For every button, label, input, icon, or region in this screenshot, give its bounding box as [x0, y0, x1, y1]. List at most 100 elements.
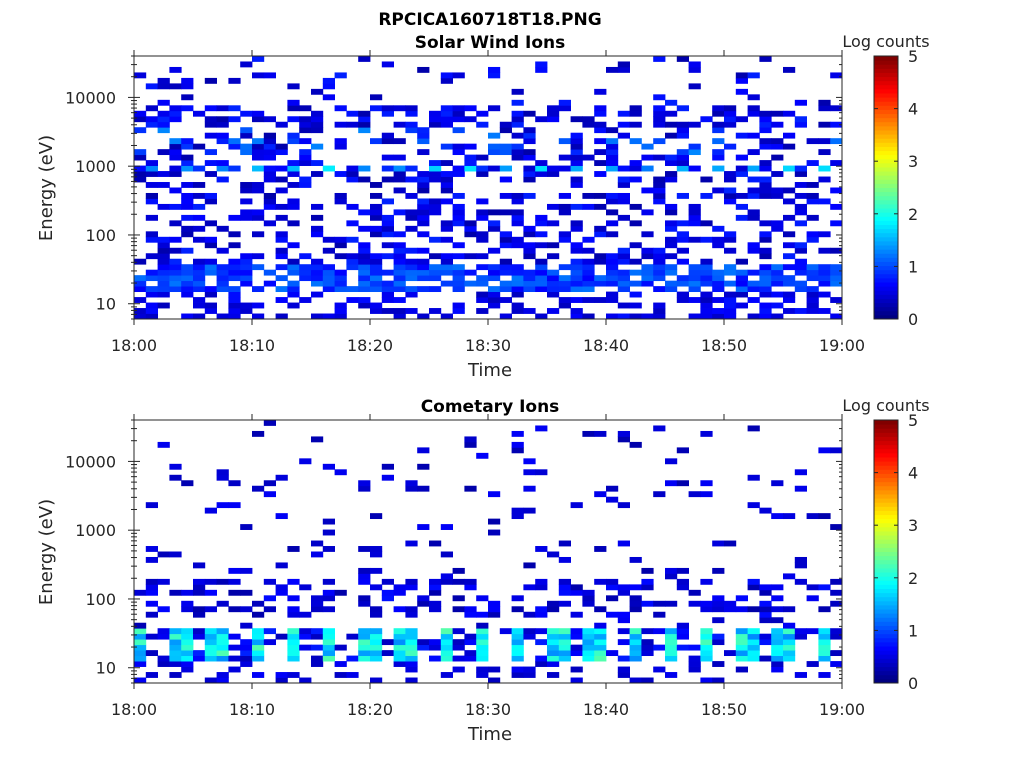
heatmap-cell: [700, 116, 713, 123]
colorbar-segment: [874, 506, 898, 511]
heatmap-cell: [405, 225, 418, 232]
heatmap-cell: [381, 105, 394, 112]
heatmap-cell: [181, 94, 194, 101]
heatmap-cell: [582, 269, 595, 276]
heatmap-cell: [334, 253, 347, 260]
heatmap-cell: [818, 149, 831, 156]
heatmap-cell: [358, 633, 371, 640]
colorbar-segment: [874, 678, 898, 684]
heatmap-cell: [157, 655, 170, 662]
heatmap-cell: [759, 639, 772, 646]
heatmap-cell: [665, 633, 678, 640]
heatmap-cell: [358, 546, 371, 552]
heatmap-cell: [358, 176, 371, 183]
heatmap-cell: [724, 540, 737, 547]
heatmap-cell: [417, 264, 430, 271]
heatmap-cell: [157, 633, 170, 640]
heatmap-cell: [252, 214, 265, 221]
heatmap-cell: [334, 469, 347, 476]
heatmap-cell: [181, 165, 194, 172]
heatmap-cell: [287, 286, 300, 293]
heatmap-cell: [523, 672, 536, 678]
heatmap-cell: [523, 280, 536, 287]
heatmap-cell: [169, 650, 182, 657]
heatmap-cell: [771, 617, 784, 624]
heatmap-cell: [181, 198, 194, 205]
heatmap-cell: [181, 628, 194, 635]
heatmap-cell: [287, 595, 300, 602]
heatmap-cell: [771, 655, 784, 662]
heatmap-cell: [594, 138, 607, 145]
heatmap-cell: [252, 209, 265, 216]
heatmap-cell: [499, 127, 512, 134]
heatmap-cell: [511, 513, 524, 520]
heatmap-cell: [216, 677, 229, 684]
heatmap-cell: [783, 644, 796, 651]
heatmap-cell: [476, 214, 489, 221]
heatmap-cell: [287, 160, 300, 166]
heatmap-cell: [275, 297, 288, 303]
heatmap-cell: [712, 606, 725, 613]
heatmap-cell: [145, 192, 158, 199]
heatmap-cell: [818, 121, 831, 128]
heatmap-cell: [145, 313, 158, 320]
heatmap-cell: [783, 639, 796, 646]
heatmap-cell: [558, 584, 571, 591]
heatmap-cell: [653, 425, 666, 432]
heatmap-cell: [558, 138, 571, 145]
heatmap-cell: [511, 286, 524, 293]
heatmap-cell: [322, 546, 335, 552]
heatmap-cell: [440, 644, 453, 651]
heatmap-cell: [311, 280, 324, 287]
heatmap-cell: [724, 192, 737, 199]
colorbar-tick-label: 2: [908, 569, 918, 588]
heatmap-cell: [169, 171, 182, 177]
colorbar-segment: [874, 257, 898, 262]
heatmap-cell: [464, 225, 477, 232]
heatmap-cell: [311, 606, 324, 613]
heatmap-cell: [476, 110, 489, 117]
heatmap-cell: [712, 269, 725, 276]
colorbar-segment: [874, 432, 898, 437]
x-tick-label: 19:00: [819, 336, 865, 355]
heatmap-cell: [806, 275, 819, 282]
colorbar-segment: [874, 183, 898, 188]
heatmap-cell: [735, 214, 748, 221]
heatmap-cell: [606, 595, 619, 602]
heatmap-cell: [771, 584, 784, 591]
heatmap-cell: [653, 198, 666, 205]
heatmap-cell: [429, 578, 442, 585]
heatmap-cell: [735, 258, 748, 265]
heatmap-cell: [606, 127, 619, 134]
heatmap-cell: [806, 513, 819, 520]
heatmap-cell: [535, 286, 548, 293]
heatmap-cell: [700, 628, 713, 635]
heatmap-cell: [263, 606, 276, 613]
heatmap-cell: [134, 280, 147, 287]
heatmap-cell: [240, 650, 253, 657]
heatmap-cell: [228, 275, 241, 282]
heatmap-cell: [252, 628, 265, 635]
heatmap-cell: [381, 308, 394, 314]
heatmap-cell: [606, 138, 619, 145]
heatmap-cell: [688, 143, 701, 150]
y-tick-label: 1000: [75, 157, 116, 176]
heatmap-cell: [405, 480, 418, 487]
heatmap-cell: [570, 644, 583, 651]
heatmap-cell: [287, 83, 300, 90]
heatmap-cell: [806, 198, 819, 205]
heatmap-cell: [346, 110, 359, 117]
heatmap-cell: [240, 253, 253, 260]
heatmap-cell: [370, 269, 383, 276]
heatmap-cell: [535, 313, 548, 320]
heatmap-cell: [240, 302, 253, 309]
heatmap-cell: [181, 269, 194, 276]
heatmap-cell: [216, 474, 229, 481]
heatmap-cell: [358, 121, 371, 128]
heatmap-cell: [181, 83, 194, 90]
heatmap-cell: [606, 578, 619, 585]
heatmap-cell: [665, 236, 678, 243]
heatmap-cell: [393, 269, 406, 276]
colorbar-tick-label: 4: [908, 100, 918, 119]
heatmap-cell: [594, 258, 607, 265]
